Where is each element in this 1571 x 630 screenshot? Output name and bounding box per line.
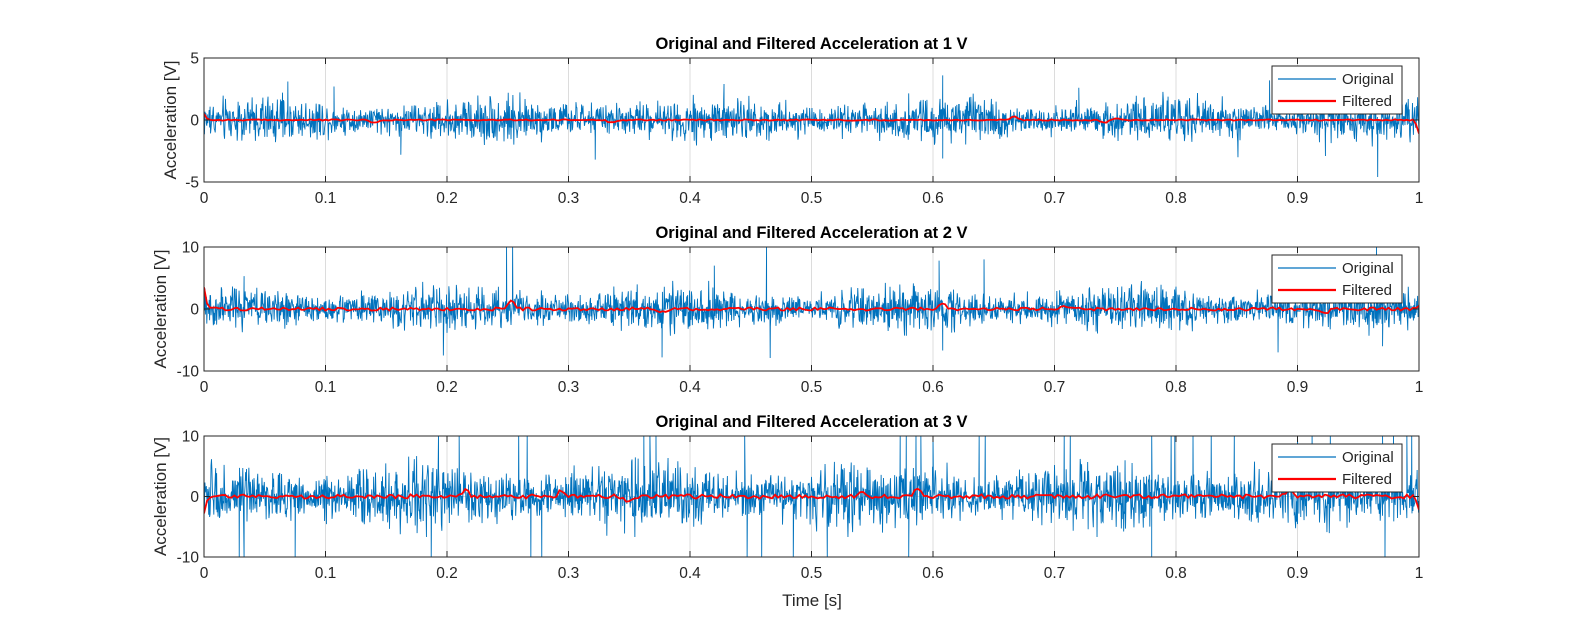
x-tick-label: 0.5: [801, 565, 823, 582]
x-tick-label: 0.7: [1044, 379, 1066, 396]
x-tick-label: 0.3: [558, 565, 580, 582]
filtered-series-line: [204, 113, 1419, 134]
y-tick-label: 0: [190, 489, 199, 506]
y-tick-label: 0: [190, 302, 199, 319]
x-tick-label: 0.8: [1165, 565, 1187, 582]
x-tick-label: 0.2: [436, 565, 458, 582]
legend-label-original: Original: [1342, 71, 1394, 88]
legend-label-original: Original: [1342, 449, 1394, 466]
legend-box: [1271, 65, 1403, 115]
x-tick-label: 0.2: [436, 190, 458, 207]
original-series-line: [204, 75, 1419, 178]
y-tick-label: 10: [182, 429, 200, 446]
subplot-title: Original and Filtered Acceleration at 3 …: [655, 413, 967, 431]
y-axis-label: Acceleration [V]: [151, 249, 170, 368]
x-tick-label: 0.7: [1044, 565, 1066, 582]
y-tick-label: 5: [190, 51, 199, 68]
x-tick-label: 0.5: [801, 379, 823, 396]
subplot-title: Original and Filtered Acceleration at 1 …: [655, 35, 967, 53]
filtered-series-line: [204, 487, 1419, 514]
x-tick-label: 0.6: [922, 190, 944, 207]
x-tick-label: 0.8: [1165, 379, 1187, 396]
x-axis-label: Time [s]: [782, 591, 842, 610]
x-tick-label: 1: [1415, 190, 1424, 207]
x-tick-label: 0.5: [801, 190, 823, 207]
x-tick-label: 0.9: [1287, 190, 1309, 207]
y-tick-label: 10: [182, 240, 200, 257]
plots-layer: 0 0.1 0.2 0.3 0.4 0.5 0.6 0.7 0.8 0.9 1-505Origina…: [151, 35, 1423, 610]
subplot-title: Original and Filtered Acceleration at 2 …: [655, 224, 967, 242]
x-tick-label: 0: [200, 565, 209, 582]
x-tick-label: 0.8: [1165, 190, 1187, 207]
subplot-3: 0 0.1 0.2 0.3 0.4 0.5 0.6 0.7 0.8 0.9 1-10010Origi…: [151, 413, 1423, 610]
legend-label-original: Original: [1342, 260, 1394, 277]
legend-box: [1271, 443, 1403, 493]
y-tick-label: -10: [177, 550, 200, 567]
x-tick-label: 0.3: [558, 190, 580, 207]
legend-label-filtered: Filtered: [1342, 282, 1392, 299]
x-tick-label: 0.3: [558, 379, 580, 396]
filtered-series-line: [204, 287, 1419, 314]
x-tick-label: 0.7: [1044, 190, 1066, 207]
x-tick-label: 0.4: [679, 190, 701, 207]
legend: Original Filtered: [1271, 254, 1403, 304]
x-tick-label: 0.2: [436, 379, 458, 396]
x-tick-label: 0.4: [679, 565, 701, 582]
legend-box: [1271, 254, 1403, 304]
x-tick-label: 0.9: [1287, 565, 1309, 582]
legend-label-filtered: Filtered: [1342, 93, 1392, 110]
x-tick-label: 0: [200, 190, 209, 207]
y-axis-label: Acceleration [V]: [161, 60, 180, 179]
y-tick-label: 0: [190, 113, 199, 130]
x-tick-label: 0: [200, 379, 209, 396]
x-tick-label: 0.1: [315, 379, 337, 396]
y-tick-label: -5: [185, 175, 199, 192]
original-series-line: [204, 436, 1419, 557]
subplot-2: 0 0.1 0.2 0.3 0.4 0.5 0.6 0.7 0.8 0.9 1-10010Origi…: [151, 224, 1423, 396]
x-tick-label: 0.1: [315, 190, 337, 207]
x-tick-label: 1: [1415, 565, 1424, 582]
subplot-1: 0 0.1 0.2 0.3 0.4 0.5 0.6 0.7 0.8 0.9 1-505Origina…: [161, 35, 1423, 207]
x-tick-label: 0.4: [679, 379, 701, 396]
x-tick-label: 0.9: [1287, 379, 1309, 396]
legend: Original Filtered: [1271, 443, 1403, 493]
legend: Original Filtered: [1271, 65, 1403, 115]
legend-label-filtered: Filtered: [1342, 471, 1392, 488]
x-tick-label: 0.1: [315, 565, 337, 582]
y-axis-label: Acceleration [V]: [151, 437, 170, 556]
x-tick-label: 0.6: [922, 379, 944, 396]
y-tick-label: -10: [177, 364, 200, 381]
x-tick-label: 1: [1415, 379, 1424, 396]
x-tick-label: 0.6: [922, 565, 944, 582]
